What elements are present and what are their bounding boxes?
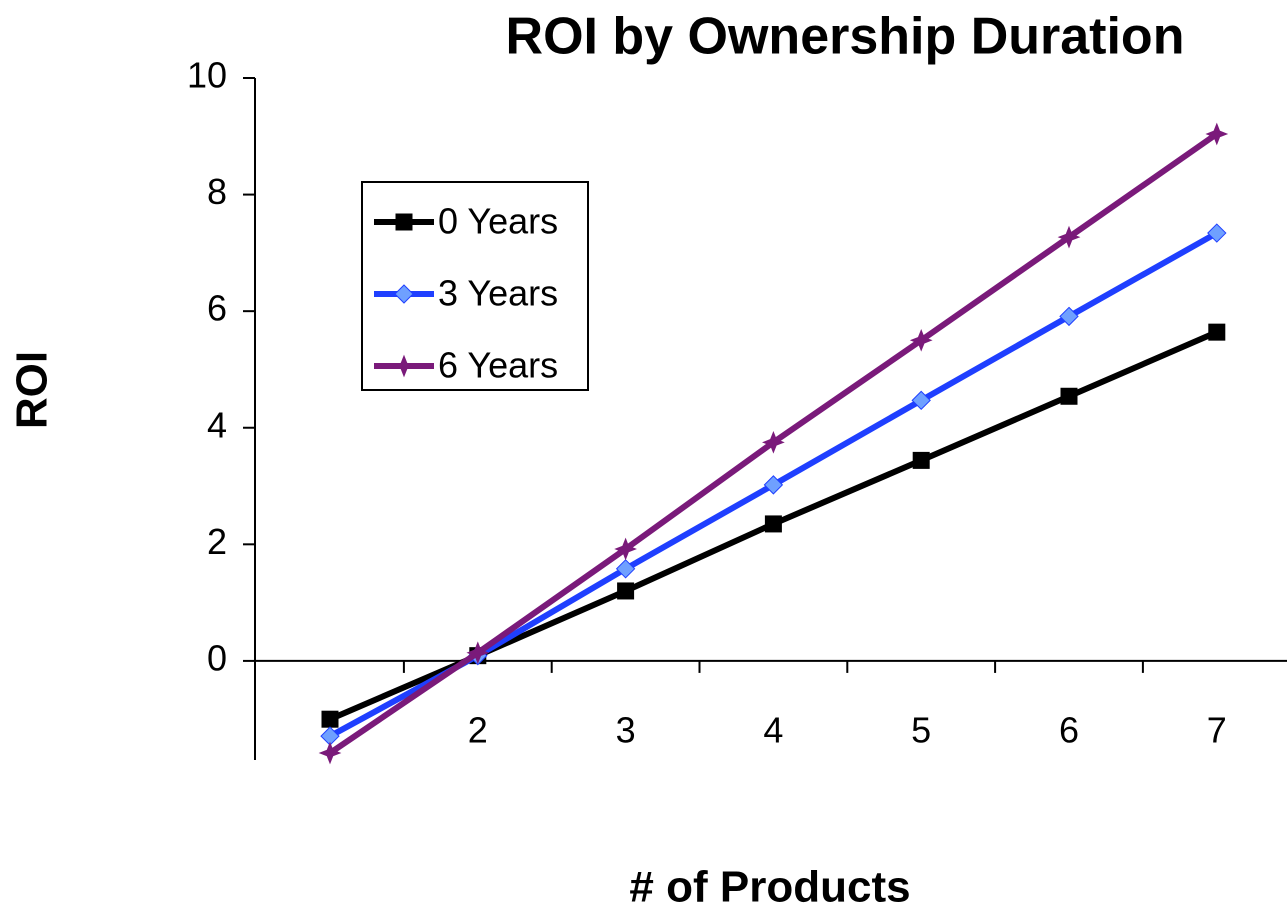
x-tick-label: 5 bbox=[911, 710, 931, 751]
marker bbox=[911, 390, 931, 411]
marker bbox=[764, 515, 782, 533]
legend-label: 3 Years bbox=[438, 273, 558, 314]
y-tick-label: 10 bbox=[187, 55, 227, 96]
y-tick-label: 2 bbox=[207, 521, 227, 562]
marker bbox=[466, 641, 490, 665]
marker bbox=[617, 582, 635, 600]
marker bbox=[1057, 225, 1081, 249]
x-tick-label: 7 bbox=[1207, 710, 1227, 751]
marker bbox=[909, 328, 933, 352]
marker bbox=[395, 213, 413, 231]
marker bbox=[392, 354, 416, 378]
y-tick-label: 0 bbox=[207, 637, 227, 678]
legend-label: 6 Years bbox=[438, 345, 558, 386]
y-tick-label: 8 bbox=[207, 171, 227, 212]
x-axis-label: # of Products bbox=[629, 863, 910, 912]
marker bbox=[1208, 323, 1226, 341]
marker bbox=[763, 475, 784, 495]
marker bbox=[394, 284, 414, 304]
y-axis-label: ROI bbox=[8, 351, 57, 429]
marker bbox=[321, 710, 339, 728]
marker bbox=[318, 741, 342, 765]
marker bbox=[762, 430, 785, 454]
marker bbox=[614, 537, 637, 561]
y-tick-label: 6 bbox=[207, 288, 227, 329]
x-tick-label: 3 bbox=[616, 710, 636, 751]
marker bbox=[912, 451, 930, 469]
legend-label: 0 Years bbox=[438, 201, 558, 242]
marker bbox=[1059, 306, 1079, 327]
marker bbox=[1207, 223, 1227, 243]
marker bbox=[1060, 387, 1078, 405]
x-tick-label: 2 bbox=[468, 710, 488, 751]
x-tick-label: 6 bbox=[1059, 710, 1079, 751]
marker bbox=[1205, 122, 1229, 146]
chart-title: ROI by Ownership Duration bbox=[506, 8, 1185, 66]
x-tick-label: 4 bbox=[763, 710, 783, 751]
marker bbox=[615, 559, 636, 579]
y-tick-label: 4 bbox=[207, 404, 227, 445]
